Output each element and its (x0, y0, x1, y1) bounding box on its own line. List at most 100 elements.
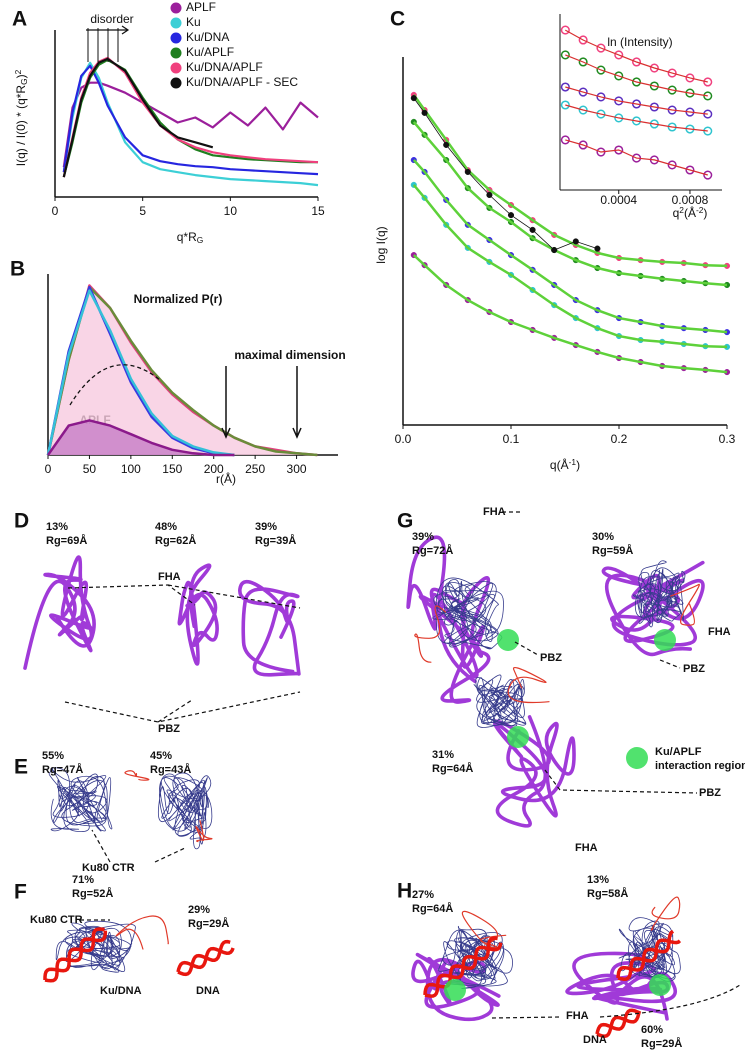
panel-text: Rg=29Å (641, 1037, 682, 1050)
data-point (649, 81, 659, 91)
ku-model (632, 560, 686, 628)
panel-letter: G (397, 510, 413, 533)
panel-text: PBZ (540, 652, 562, 664)
x-axis-label-part: G (197, 235, 204, 245)
aplf-chain (177, 563, 219, 666)
panel-text: Rg=52Å (72, 887, 113, 900)
x-axis-label-part: ) (703, 206, 707, 220)
data-point (667, 160, 677, 170)
annotation: maximal dimension (234, 348, 345, 362)
data-point (578, 87, 588, 97)
y-axis-label-part: G (19, 78, 29, 85)
data-point (578, 35, 588, 45)
series-line (46, 289, 235, 457)
interaction-region (497, 629, 519, 651)
x-tick-label: 0.3 (719, 432, 736, 446)
data-point (614, 96, 624, 106)
x-axis-label-part: q*R (177, 230, 197, 244)
legend-marker (170, 62, 182, 74)
panel-text: PBZ (683, 663, 705, 675)
ctr-outline (461, 910, 507, 949)
panel-text: interaction region (655, 760, 745, 772)
fit-line (412, 121, 728, 287)
panel-text: 13% (587, 874, 609, 886)
series-line (46, 419, 235, 457)
panel-text: 29% (188, 904, 210, 916)
data-point (631, 99, 642, 109)
fit-line (412, 94, 728, 268)
legend-label: Ku/DNA/APLF (186, 60, 263, 74)
panel-letter: A (12, 8, 27, 31)
interaction-region (654, 629, 676, 651)
x-axis-label-part: ) (576, 458, 580, 472)
ctr-outline (115, 915, 169, 950)
ku-model (618, 917, 681, 982)
area (48, 420, 235, 455)
data-point (596, 65, 606, 75)
legend-label: Ku (186, 15, 201, 29)
panel-text: DNA (196, 985, 220, 997)
ctr-outline (507, 666, 550, 704)
fit-line (412, 254, 728, 374)
panel-text: Rg=64Å (432, 762, 473, 775)
panel-text: 48% (155, 521, 177, 533)
aplf-chain (23, 555, 96, 670)
dna-helix (617, 938, 682, 981)
data-point (614, 71, 624, 81)
x-axis-label: q(Å-1) (550, 457, 580, 472)
panel-text: 30% (592, 531, 614, 543)
panel-text: Ku/APLF (655, 746, 702, 758)
ctr-outline (124, 770, 150, 781)
panel-text: PBZ (158, 723, 180, 735)
ctr-outline (195, 820, 213, 843)
data-point (596, 43, 606, 53)
y-axis-label: ln (Intensity) (607, 35, 672, 49)
x-tick-label: 0.0 (395, 432, 412, 446)
decoration (292, 366, 302, 439)
ku-model (48, 767, 113, 832)
panel-text: Rg=59Å (592, 544, 633, 557)
data-point (667, 85, 677, 95)
data-point (685, 73, 695, 83)
data-point (631, 77, 642, 87)
fit-line (412, 159, 728, 334)
x-tick-label: 0.1 (503, 432, 520, 446)
legend-marker (170, 77, 182, 89)
x-tick-label: 200 (204, 462, 224, 476)
data-point (578, 140, 588, 150)
ctr-outline (414, 605, 446, 663)
interaction-region (649, 974, 671, 996)
series-line (62, 57, 214, 178)
data-point (631, 57, 642, 67)
panel-letter: H (397, 880, 412, 903)
data-point (560, 25, 570, 35)
ku-model (157, 772, 213, 850)
x-tick-label: 5 (139, 204, 146, 218)
data-point (596, 109, 606, 119)
series-line (46, 285, 318, 457)
x-tick-label: 100 (121, 462, 141, 476)
ku-model (432, 577, 504, 650)
data-point (685, 165, 695, 175)
ctr-outline (670, 583, 700, 626)
data-point (667, 68, 677, 78)
y-axis-label-part: I(q) / I(0) * (q*R (14, 85, 28, 167)
y-axis-label: log I(q) (374, 226, 388, 263)
x-tick-label: 50 (83, 462, 97, 476)
series-line (62, 61, 319, 187)
legend-label: APLF (186, 0, 216, 14)
panel-text: 60% (641, 1024, 663, 1036)
panel-text: 27% (412, 889, 434, 901)
dna-helix (43, 927, 105, 980)
panel-text: 31% (432, 749, 454, 761)
x-axis-label-part: 2 (679, 205, 684, 215)
fit-line (565, 29, 708, 83)
panel-text: Ku80 CTR (30, 914, 83, 926)
panel-text: 45% (150, 750, 172, 762)
dna-helix (177, 939, 231, 977)
decoration (491, 984, 741, 1019)
decoration (91, 829, 186, 863)
fit-line (565, 139, 708, 176)
panel-letter: E (14, 756, 28, 779)
panel-text: Rg=69Å (46, 534, 87, 547)
